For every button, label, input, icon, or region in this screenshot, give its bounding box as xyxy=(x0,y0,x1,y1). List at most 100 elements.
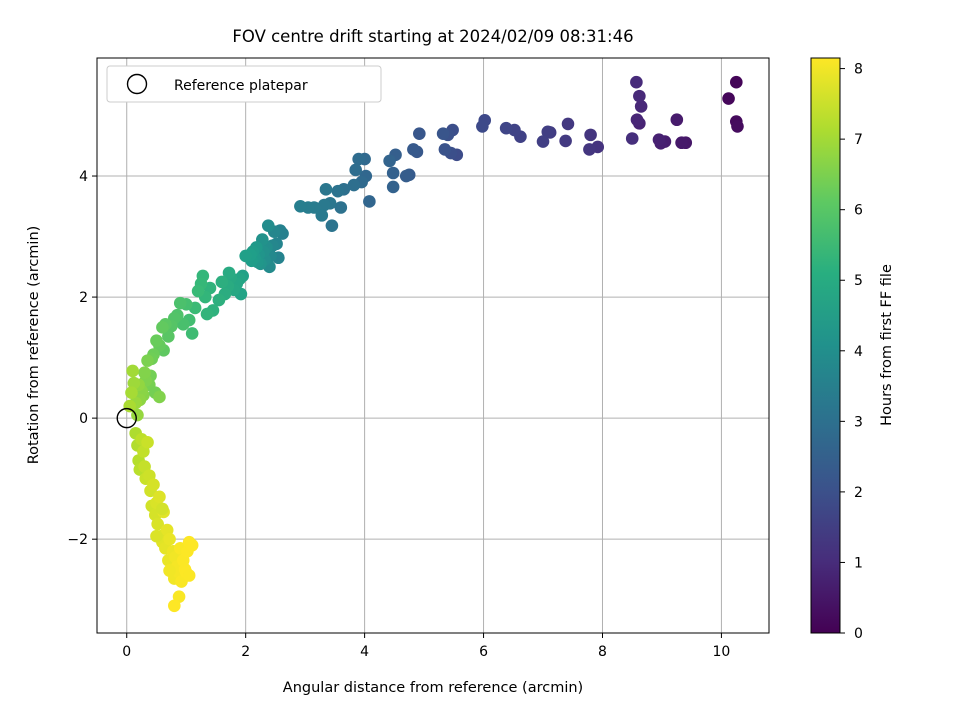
data-point xyxy=(675,136,688,150)
x-tick-label: 6 xyxy=(479,644,488,660)
data-point xyxy=(625,132,639,145)
legend-entry-reference: Reference platepar xyxy=(174,78,308,94)
colorbar-tick-label: 5 xyxy=(854,273,863,289)
legend-box xyxy=(106,65,382,103)
data-point xyxy=(138,366,151,380)
data-point xyxy=(153,490,166,504)
data-point xyxy=(173,296,187,310)
data-point xyxy=(200,307,214,321)
y-tick-label: 4 xyxy=(79,169,88,185)
data-point xyxy=(141,436,154,449)
data-point xyxy=(163,532,176,546)
colorbar xyxy=(810,57,841,634)
data-point xyxy=(349,163,362,177)
colorbar-tick-label: 2 xyxy=(854,485,863,501)
data-point xyxy=(541,125,555,139)
data-point xyxy=(334,201,348,214)
data-point xyxy=(317,198,331,212)
data-point xyxy=(386,166,400,180)
x-tick-label: 8 xyxy=(598,644,607,660)
data-point xyxy=(315,209,329,222)
colorbar-tick-label: 6 xyxy=(854,203,863,219)
data-point xyxy=(536,135,550,148)
data-point xyxy=(185,538,199,552)
x-tick-label: 0 xyxy=(122,644,131,660)
data-point xyxy=(413,127,426,140)
data-point xyxy=(383,154,396,168)
data-point xyxy=(162,330,175,343)
data-point xyxy=(630,75,643,89)
data-point xyxy=(729,75,743,89)
colorbar-tick-label: 4 xyxy=(854,344,863,360)
data-point xyxy=(182,569,196,582)
data-point xyxy=(731,120,744,133)
colorbar-ticks: 0 1 2 3 4 5 6 7 8 xyxy=(840,62,863,642)
data-point xyxy=(634,100,648,113)
scatter-points xyxy=(123,75,744,613)
data-point xyxy=(583,143,596,156)
data-point xyxy=(407,143,420,156)
data-point xyxy=(147,478,160,492)
data-point xyxy=(436,127,450,140)
data-point xyxy=(239,249,252,263)
data-point xyxy=(386,180,400,194)
data-point xyxy=(150,529,163,543)
data-point xyxy=(352,152,365,166)
data-point xyxy=(331,184,345,198)
data-point xyxy=(163,564,176,577)
data-point xyxy=(156,321,169,334)
chart-title: FOV centre drift starting at 2024/02/09 … xyxy=(232,27,633,46)
y-tick-label: −2 xyxy=(67,532,88,548)
x-tick-label: 4 xyxy=(360,644,369,660)
x-tick-label: 10 xyxy=(713,644,731,660)
data-point xyxy=(652,133,666,147)
reference-platepar-marker xyxy=(116,407,137,429)
legend-marker-icon xyxy=(126,73,148,95)
data-point xyxy=(325,219,339,232)
y-tick-label: 2 xyxy=(79,290,88,306)
data-point xyxy=(630,113,644,127)
data-point xyxy=(126,364,139,378)
data-point xyxy=(559,134,572,148)
data-point xyxy=(476,120,489,133)
data-point xyxy=(294,199,307,213)
data-point xyxy=(151,517,164,531)
plot-frame xyxy=(96,57,770,634)
data-point xyxy=(185,327,199,340)
data-point xyxy=(399,169,413,183)
colorbar-label: Hours from first FF file xyxy=(879,264,895,426)
data-point xyxy=(261,219,275,232)
colorbar-tick-label: 1 xyxy=(854,555,863,571)
colorbar-tick-label: 0 xyxy=(854,626,863,642)
data-point xyxy=(156,502,169,516)
colorbar-tick-label: 8 xyxy=(854,62,863,78)
y-tick-label: 0 xyxy=(79,411,88,427)
data-point xyxy=(153,390,166,404)
data-point xyxy=(191,284,205,298)
data-point xyxy=(141,354,154,367)
colorbar-tick-label: 7 xyxy=(854,132,863,148)
data-point xyxy=(363,195,376,208)
y-axis-ticks: −2 0 2 4 xyxy=(67,169,97,548)
data-point xyxy=(168,599,181,613)
data-point xyxy=(584,128,597,142)
y-axis-label: Rotation from reference (arcmin) xyxy=(26,226,42,465)
data-point xyxy=(438,143,452,156)
data-point xyxy=(176,318,190,331)
colorbar-tick-label: 3 xyxy=(854,414,863,430)
data-point xyxy=(670,113,684,127)
x-tick-label: 2 xyxy=(241,644,250,660)
data-point xyxy=(150,334,163,347)
data-point xyxy=(347,178,361,192)
data-point xyxy=(123,399,137,413)
data-point xyxy=(722,92,735,105)
data-point xyxy=(633,89,646,103)
data-point xyxy=(319,183,333,196)
x-axis-label: Angular distance from reference (arcmin) xyxy=(283,680,583,696)
data-point xyxy=(215,275,229,289)
data-point xyxy=(212,293,226,307)
data-point xyxy=(499,121,513,135)
data-point xyxy=(127,376,141,390)
data-point xyxy=(222,266,236,280)
